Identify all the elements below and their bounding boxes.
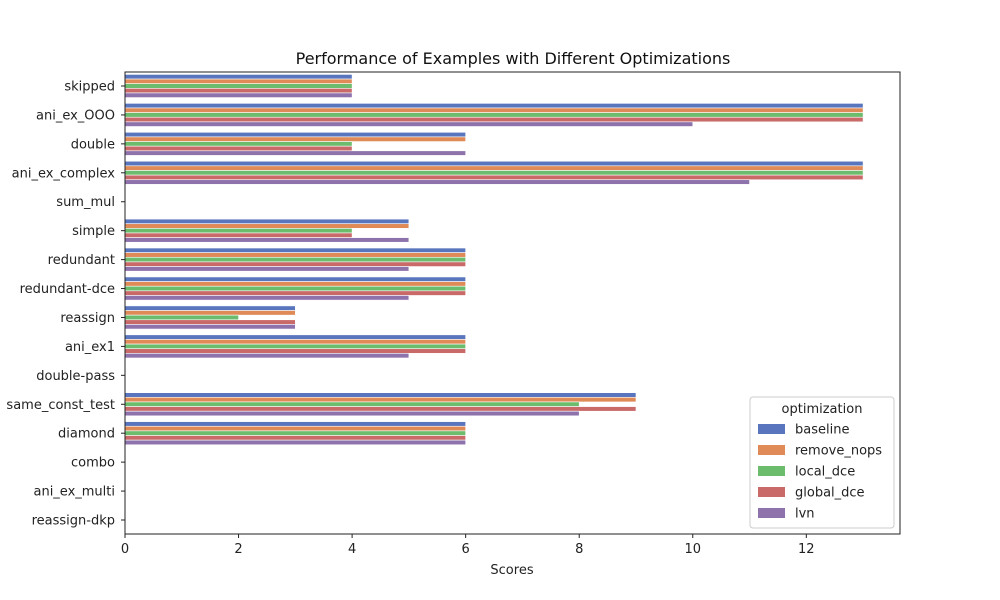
legend-label-global_dce: global_dce bbox=[795, 486, 865, 501]
bar-global_dce-same_const_test bbox=[124, 406, 637, 412]
bar-remove_nops-double bbox=[124, 136, 466, 142]
legend-label-lvn: lvn bbox=[795, 507, 815, 522]
x-axis-ticks: 0 2 4 6 8 10 12 bbox=[121, 534, 815, 557]
bar-local_dce-double bbox=[124, 141, 353, 147]
y-tick-label: diamond bbox=[58, 427, 115, 442]
bar-remove_nops-simple bbox=[124, 223, 410, 229]
bar-baseline-diamond bbox=[124, 421, 466, 427]
bar-lvn-simple bbox=[124, 237, 410, 243]
bar-local_dce-skipped bbox=[124, 83, 353, 89]
x-tick-label: 4 bbox=[348, 542, 356, 557]
bar-remove_nops-redundant-dce bbox=[124, 281, 466, 287]
bar-baseline-redundant-dce bbox=[124, 276, 466, 282]
y-tick-label: ani_ex_multi bbox=[33, 485, 115, 500]
x-tick-label: 8 bbox=[575, 542, 583, 557]
bar-baseline-simple bbox=[124, 218, 410, 225]
y-tick-label: skipped bbox=[64, 80, 115, 95]
legend: optimization baseline remove_nops local_dce… bbox=[749, 396, 895, 529]
bar-global_dce-skipped bbox=[124, 88, 353, 94]
bar-baseline-ani_ex_complex bbox=[124, 160, 864, 167]
bar-lvn-redundant-dce bbox=[124, 295, 410, 301]
bar-local_dce-reassign bbox=[124, 314, 239, 321]
y-tick-label: redundant-dce bbox=[20, 282, 115, 297]
bar-local_dce-diamond bbox=[124, 430, 466, 436]
bar-global_dce-ani_ex1 bbox=[124, 348, 466, 354]
y-tick-label: simple bbox=[72, 224, 115, 239]
bar-global_dce-ani_ex_OOO bbox=[124, 116, 864, 123]
y-tick-label: reassign bbox=[60, 311, 115, 326]
bar-local_dce-same_const_test bbox=[124, 401, 580, 407]
bar-baseline-ani_ex_OOO bbox=[124, 103, 864, 109]
bar-global_dce-redundant-dce bbox=[124, 290, 466, 296]
y-tick-label: redundant bbox=[48, 253, 115, 268]
bar-baseline-double bbox=[124, 131, 466, 138]
bar-local_dce-redundant-dce bbox=[124, 285, 466, 292]
bar-remove_nops-ani_ex1 bbox=[124, 339, 466, 345]
bar-remove_nops-diamond bbox=[124, 425, 466, 432]
bar-lvn-redundant bbox=[124, 266, 410, 272]
legend-label-baseline: baseline bbox=[795, 423, 849, 438]
x-tick-label: 2 bbox=[234, 542, 242, 557]
bar-baseline-skipped bbox=[124, 74, 353, 80]
bar-global_dce-redundant bbox=[124, 261, 466, 267]
bar-baseline-ani_ex1 bbox=[124, 334, 466, 340]
y-tick-label: reassign-dkp bbox=[32, 514, 115, 529]
y-tick-label: sum_mul bbox=[56, 195, 115, 210]
bar-lvn-same_const_test bbox=[124, 410, 580, 417]
bar-local_dce-ani_ex1 bbox=[124, 343, 466, 350]
legend-label-remove_nops: remove_nops bbox=[795, 444, 882, 459]
y-tick-label: ani_ex1 bbox=[65, 340, 115, 355]
y-tick-label: same_const_test bbox=[6, 398, 115, 413]
bar-remove_nops-ani_ex_OOO bbox=[124, 107, 864, 113]
legend-swatch-baseline bbox=[758, 424, 785, 434]
legend-swatch-global_dce bbox=[758, 487, 785, 497]
bar-lvn-ani_ex_complex bbox=[124, 179, 750, 185]
y-tick-label: double bbox=[71, 137, 115, 152]
bar-local_dce-simple bbox=[124, 228, 353, 234]
y-tick-label: double-pass bbox=[36, 369, 115, 384]
bar-lvn-ani_ex1 bbox=[124, 353, 410, 359]
bar-local_dce-redundant bbox=[124, 256, 466, 263]
y-tick-label: ani_ex_OOO bbox=[36, 108, 115, 123]
bar-remove_nops-ani_ex_complex bbox=[124, 165, 864, 171]
bar-lvn-reassign bbox=[124, 324, 296, 330]
y-tick-label: ani_ex_complex bbox=[12, 166, 116, 181]
bar-lvn-diamond bbox=[124, 439, 466, 446]
legend-swatch-remove_nops bbox=[758, 445, 785, 455]
x-tick-label: 10 bbox=[684, 542, 701, 557]
chart-title: Performance of Examples with Different O… bbox=[296, 49, 731, 68]
legend-title: optimization bbox=[782, 402, 863, 417]
bars-layer bbox=[124, 74, 864, 446]
bar-lvn-double bbox=[124, 150, 466, 156]
bar-lvn-skipped bbox=[124, 92, 353, 98]
bar-baseline-same_const_test bbox=[124, 392, 637, 398]
bar-global_dce-double bbox=[124, 145, 353, 152]
legend-box bbox=[749, 396, 895, 529]
bar-remove_nops-same_const_test bbox=[124, 397, 637, 403]
x-axis-label: Scores bbox=[490, 563, 533, 578]
bar-remove_nops-redundant bbox=[124, 252, 466, 258]
x-tick-label: 12 bbox=[798, 542, 815, 557]
bar-global_dce-reassign bbox=[124, 319, 296, 325]
bar-baseline-reassign bbox=[124, 305, 296, 311]
bar-remove_nops-skipped bbox=[124, 78, 353, 84]
bar-local_dce-ani_ex_complex bbox=[124, 170, 864, 176]
y-tick-label: combo bbox=[71, 456, 115, 471]
bar-lvn-ani_ex_OOO bbox=[124, 121, 694, 127]
legend-swatch-local_dce bbox=[758, 466, 785, 476]
bar-local_dce-ani_ex_OOO bbox=[124, 112, 864, 118]
bar-global_dce-diamond bbox=[124, 435, 466, 441]
x-tick-label: 6 bbox=[462, 542, 470, 557]
bar-baseline-redundant bbox=[124, 247, 466, 253]
bar-remove_nops-reassign bbox=[124, 310, 296, 316]
plot-frame bbox=[124, 71, 901, 535]
x-tick-label: 0 bbox=[121, 542, 129, 557]
bar-global_dce-simple bbox=[124, 232, 353, 238]
bar-global_dce-ani_ex_complex bbox=[124, 174, 864, 181]
legend-swatch-lvn bbox=[758, 508, 785, 518]
legend-label-local_dce: local_dce bbox=[795, 465, 855, 480]
